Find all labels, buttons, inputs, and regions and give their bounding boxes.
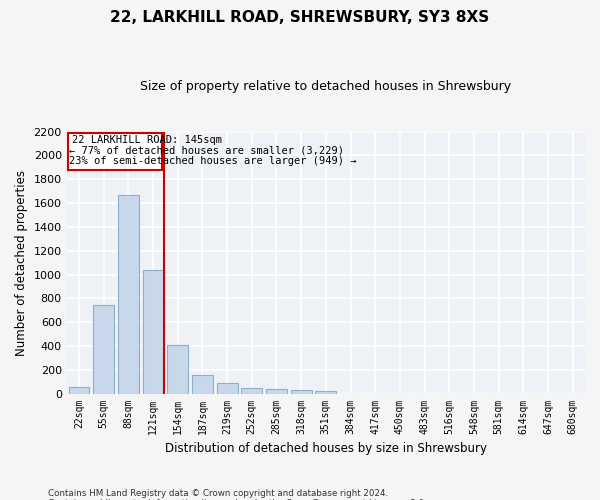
Bar <box>290 390 311 394</box>
Bar <box>93 305 114 394</box>
Title: Size of property relative to detached houses in Shrewsbury: Size of property relative to detached ho… <box>140 80 511 93</box>
Bar <box>266 388 287 394</box>
Bar <box>118 195 139 394</box>
Bar <box>143 270 164 394</box>
Text: 22, LARKHILL ROAD, SHREWSBURY, SY3 8XS: 22, LARKHILL ROAD, SHREWSBURY, SY3 8XS <box>110 10 490 25</box>
Bar <box>217 383 238 394</box>
Bar <box>241 388 262 394</box>
Text: ← 77% of detached houses are smaller (3,229): ← 77% of detached houses are smaller (3,… <box>69 146 344 156</box>
Bar <box>68 387 89 394</box>
Text: 22 LARKHILL ROAD: 145sqm: 22 LARKHILL ROAD: 145sqm <box>71 135 221 145</box>
FancyBboxPatch shape <box>68 133 163 170</box>
Text: 23% of semi-detached houses are larger (949) →: 23% of semi-detached houses are larger (… <box>69 156 356 166</box>
Y-axis label: Number of detached properties: Number of detached properties <box>15 170 28 356</box>
X-axis label: Distribution of detached houses by size in Shrewsbury: Distribution of detached houses by size … <box>165 442 487 455</box>
Bar <box>316 391 337 394</box>
Text: Contains HM Land Registry data © Crown copyright and database right 2024.: Contains HM Land Registry data © Crown c… <box>48 488 388 498</box>
Bar <box>192 375 213 394</box>
Bar <box>167 344 188 394</box>
Text: Contains public sector information licensed under the Open Government Licence v3: Contains public sector information licen… <box>48 498 427 500</box>
